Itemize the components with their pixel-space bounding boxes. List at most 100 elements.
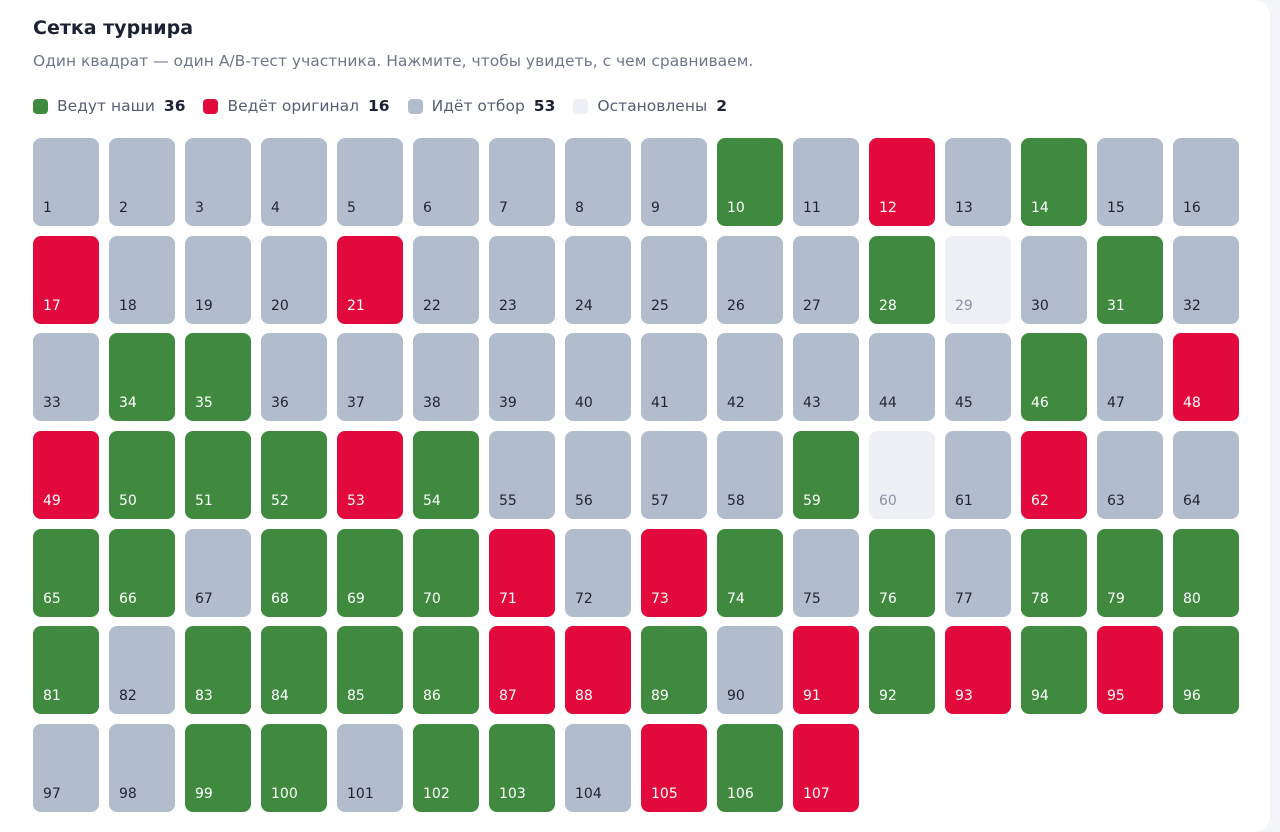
grid-cell[interactable]: 82 [109,626,175,715]
grid-cell[interactable]: 70 [413,528,479,617]
grid-cell[interactable]: 27 [793,235,859,324]
grid-cell[interactable]: 65 [33,528,99,617]
grid-cell[interactable]: 32 [1173,235,1239,324]
grid-cell[interactable]: 97 [33,724,99,813]
grid-cell[interactable]: 24 [565,235,631,324]
grid-cell[interactable]: 51 [185,431,251,520]
grid-cell[interactable]: 1 [33,138,99,226]
grid-cell[interactable]: 54 [413,431,479,520]
grid-cell[interactable]: 41 [641,333,707,422]
grid-cell[interactable]: 103 [489,724,555,813]
grid-cell[interactable]: 68 [261,528,327,617]
grid-cell[interactable]: 90 [717,626,783,715]
grid-cell[interactable]: 76 [869,528,935,617]
grid-cell[interactable]: 56 [565,431,631,520]
grid-cell[interactable]: 48 [1173,333,1239,422]
grid-cell[interactable]: 39 [489,333,555,422]
grid-cell[interactable]: 94 [1021,626,1087,715]
grid-cell[interactable]: 78 [1021,528,1087,617]
grid-cell[interactable]: 69 [337,528,403,617]
grid-cell[interactable]: 106 [717,724,783,813]
grid-cell[interactable]: 43 [793,333,859,422]
grid-cell[interactable]: 30 [1021,235,1087,324]
grid-cell[interactable]: 17 [33,235,99,324]
grid-cell[interactable]: 105 [641,724,707,813]
grid-cell[interactable]: 20 [261,235,327,324]
grid-cell[interactable]: 37 [337,333,403,422]
grid-cell[interactable]: 77 [945,528,1011,617]
grid-cell[interactable]: 74 [717,528,783,617]
grid-cell[interactable]: 38 [413,333,479,422]
grid-cell[interactable]: 100 [261,724,327,813]
grid-cell[interactable]: 25 [641,235,707,324]
grid-cell[interactable]: 86 [413,626,479,715]
grid-cell[interactable]: 26 [717,235,783,324]
grid-cell[interactable]: 2 [109,138,175,226]
grid-cell[interactable]: 34 [109,333,175,422]
grid-cell[interactable]: 88 [565,626,631,715]
grid-cell[interactable]: 59 [793,431,859,520]
grid-cell[interactable]: 33 [33,333,99,422]
grid-cell[interactable]: 99 [185,724,251,813]
grid-cell[interactable]: 4 [261,138,327,226]
grid-cell[interactable]: 29 [945,235,1011,324]
grid-cell[interactable]: 67 [185,528,251,617]
grid-cell[interactable]: 42 [717,333,783,422]
grid-cell[interactable]: 7 [489,138,555,226]
grid-cell[interactable]: 83 [185,626,251,715]
grid-cell[interactable]: 58 [717,431,783,520]
grid-cell[interactable]: 75 [793,528,859,617]
grid-cell[interactable]: 55 [489,431,555,520]
grid-cell[interactable]: 45 [945,333,1011,422]
grid-cell[interactable]: 87 [489,626,555,715]
grid-cell[interactable]: 89 [641,626,707,715]
grid-cell[interactable]: 10 [717,138,783,226]
grid-cell[interactable]: 13 [945,138,1011,226]
grid-cell[interactable]: 31 [1097,235,1163,324]
grid-cell[interactable]: 44 [869,333,935,422]
grid-cell[interactable]: 92 [869,626,935,715]
grid-cell[interactable]: 79 [1097,528,1163,617]
grid-cell[interactable]: 107 [793,724,859,813]
grid-cell[interactable]: 11 [793,138,859,226]
grid-cell[interactable]: 60 [869,431,935,520]
grid-cell[interactable]: 5 [337,138,403,226]
grid-cell[interactable]: 52 [261,431,327,520]
grid-cell[interactable]: 91 [793,626,859,715]
grid-cell[interactable]: 47 [1097,333,1163,422]
grid-cell[interactable]: 102 [413,724,479,813]
grid-cell[interactable]: 53 [337,431,403,520]
grid-cell[interactable]: 36 [261,333,327,422]
grid-cell[interactable]: 64 [1173,431,1239,520]
grid-cell[interactable]: 72 [565,528,631,617]
grid-cell[interactable]: 98 [109,724,175,813]
grid-cell[interactable]: 15 [1097,138,1163,226]
grid-cell[interactable]: 63 [1097,431,1163,520]
grid-cell[interactable]: 35 [185,333,251,422]
grid-cell[interactable]: 50 [109,431,175,520]
grid-cell[interactable]: 23 [489,235,555,324]
grid-cell[interactable]: 16 [1173,138,1239,226]
grid-cell[interactable]: 85 [337,626,403,715]
grid-cell[interactable]: 28 [869,235,935,324]
grid-cell[interactable]: 95 [1097,626,1163,715]
grid-cell[interactable]: 61 [945,431,1011,520]
grid-cell[interactable]: 57 [641,431,707,520]
grid-cell[interactable]: 84 [261,626,327,715]
grid-cell[interactable]: 12 [869,138,935,226]
grid-cell[interactable]: 40 [565,333,631,422]
grid-cell[interactable]: 8 [565,138,631,226]
grid-cell[interactable]: 21 [337,235,403,324]
grid-cell[interactable]: 96 [1173,626,1239,715]
grid-cell[interactable]: 46 [1021,333,1087,422]
grid-cell[interactable]: 104 [565,724,631,813]
grid-cell[interactable]: 19 [185,235,251,324]
grid-cell[interactable]: 18 [109,235,175,324]
grid-cell[interactable]: 6 [413,138,479,226]
grid-cell[interactable]: 14 [1021,138,1087,226]
grid-cell[interactable]: 81 [33,626,99,715]
grid-cell[interactable]: 62 [1021,431,1087,520]
grid-cell[interactable]: 9 [641,138,707,226]
grid-cell[interactable]: 80 [1173,528,1239,617]
grid-cell[interactable]: 73 [641,528,707,617]
